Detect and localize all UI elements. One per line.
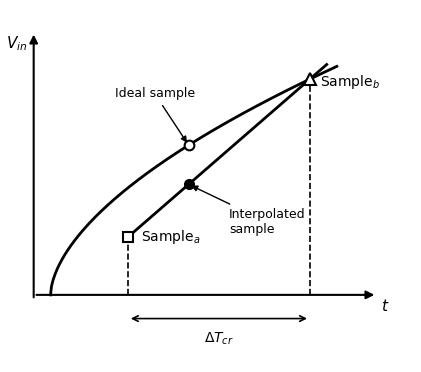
Text: $t$: $t$ (381, 298, 389, 314)
Text: Ideal sample: Ideal sample (115, 87, 195, 142)
Text: Sample$_a$: Sample$_a$ (141, 228, 201, 246)
Text: Interpolated
sample: Interpolated sample (192, 186, 306, 236)
Text: Sample$_b$: Sample$_b$ (320, 73, 380, 91)
Text: $V_{in}$: $V_{in}$ (5, 34, 27, 53)
Text: $\Delta T_{cr}$: $\Delta T_{cr}$ (204, 330, 234, 347)
